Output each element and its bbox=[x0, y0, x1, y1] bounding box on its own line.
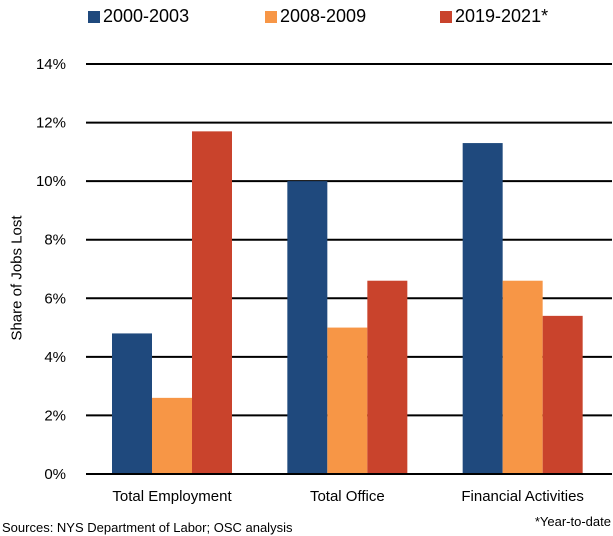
legend-item-2019-2021: 2019-2021* bbox=[440, 6, 548, 27]
bar-2000-2003-total-office bbox=[287, 181, 328, 474]
y-tick-label: 10% bbox=[36, 173, 66, 190]
y-axis-label: Share of Jobs Lost bbox=[8, 215, 26, 341]
bar-2019-2021--total-employment bbox=[192, 131, 232, 474]
y-tick-label: 2% bbox=[44, 407, 66, 424]
bar-2019-2021--total-office bbox=[367, 280, 408, 474]
y-tick-label: 8% bbox=[44, 232, 66, 249]
legend-item-2008-2009: 2008-2009 bbox=[265, 6, 366, 27]
x-tick-label: Total Office bbox=[310, 488, 385, 505]
footnote: *Year-to-date bbox=[534, 514, 611, 529]
source-note: Sources: NYS Department of Labor; OSC an… bbox=[2, 520, 293, 535]
legend-label-2000-2003: 2000-2003 bbox=[103, 6, 190, 26]
chart-legend: 2000-2003 2008-2009 2019-2021* bbox=[0, 6, 613, 32]
legend-label-2019-2021: 2019-2021* bbox=[455, 6, 549, 26]
y-tick-label: 14% bbox=[36, 56, 66, 73]
y-tick-label: 6% bbox=[44, 290, 66, 307]
bar-2000-2003-financial-activities bbox=[462, 143, 503, 475]
y-tick-label: 4% bbox=[44, 349, 66, 366]
x-tick-label: Financial Activities bbox=[461, 488, 584, 505]
legend-swatch-2008-2009 bbox=[265, 10, 277, 23]
bar-2019-2021--financial-activities bbox=[542, 315, 583, 474]
bar-2008-2009-financial-activities bbox=[502, 280, 543, 474]
x-tick-label: Total Employment bbox=[112, 488, 232, 505]
legend-swatch-2000-2003 bbox=[88, 10, 100, 23]
legend-swatch-2019-2021 bbox=[440, 10, 452, 23]
bar-2000-2003-total-employment bbox=[112, 333, 152, 474]
y-tick-label: 0% bbox=[44, 466, 66, 483]
bar-2008-2009-total-office bbox=[327, 327, 368, 474]
y-tick-label: 12% bbox=[36, 115, 66, 132]
legend-item-2000-2003: 2000-2003 bbox=[88, 6, 189, 27]
legend-label-2008-2009: 2008-2009 bbox=[280, 6, 367, 26]
bar-2008-2009-total-employment bbox=[152, 397, 192, 474]
